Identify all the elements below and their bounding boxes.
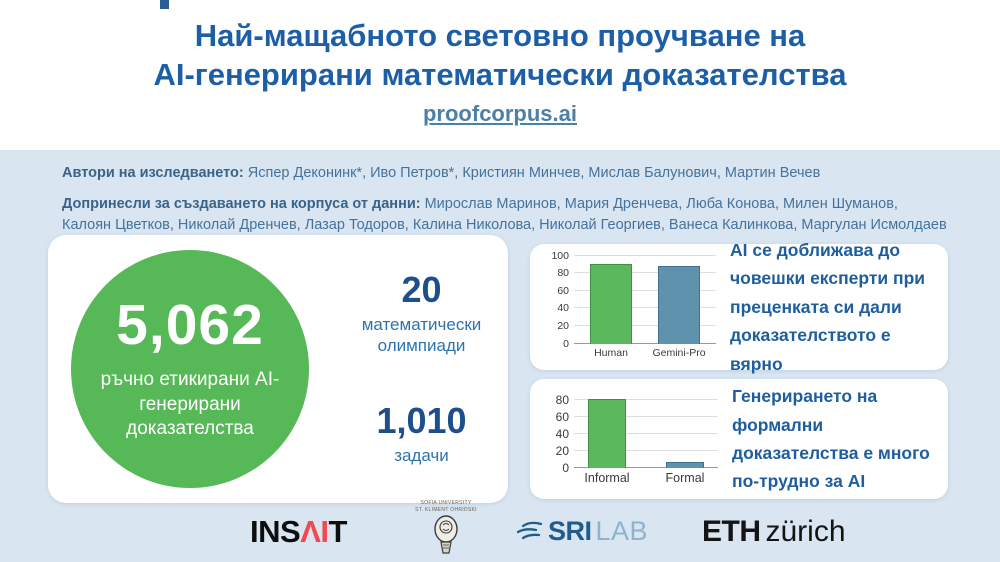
contributors-line: Допринесли за създаването на корпуса от … bbox=[62, 194, 950, 235]
eth-letters: ETH bbox=[702, 515, 761, 548]
bar-formal bbox=[666, 461, 704, 468]
authors-line: Автори на изследването: Яспер Деконинк*,… bbox=[62, 163, 950, 183]
bar-human bbox=[590, 264, 632, 344]
logos-row: INS ΛI T SOFIA UNIVERSITY ST. KLIMENT OHRI… bbox=[0, 500, 1000, 562]
bars-area bbox=[574, 256, 716, 344]
authors-block: Автори на изследването: Яспер Деконинк*,… bbox=[62, 163, 950, 246]
srilab-waves-icon bbox=[516, 521, 543, 539]
gridline bbox=[574, 324, 716, 326]
olympiads-label: математически олимпиади bbox=[361, 315, 482, 356]
srilab-lab: LAB bbox=[595, 516, 649, 546]
sofia-line-2: ST. KLIMENT OHRIDSKI bbox=[415, 506, 477, 513]
gridline bbox=[574, 449, 718, 451]
sofia-university-name: SOFIA UNIVERSITY ST. KLIMENT OHRIDSKI bbox=[415, 500, 477, 513]
srilab-logo: SRI LAB bbox=[516, 516, 648, 547]
decorative-square bbox=[160, 0, 169, 9]
title-line-1: Най-мащабното световно проучване на bbox=[194, 18, 806, 53]
bar-gemini-pro bbox=[658, 266, 700, 344]
bar-informal bbox=[588, 398, 626, 468]
bar-chart-informal-vs-formal: 0 20 40 60 80 Informal Formal bbox=[544, 393, 718, 485]
x-category-label: Human bbox=[594, 346, 628, 359]
authors-label: Автори на изследването: bbox=[62, 165, 244, 181]
authors-names: Яспер Деконинк*, Иво Петров*, Кристиян М… bbox=[243, 165, 821, 181]
gridline bbox=[574, 272, 716, 274]
stats-column: 20 математически олимпиади 1,010 задачи bbox=[343, 235, 500, 503]
gridline bbox=[574, 307, 716, 309]
y-tick-label: 20 bbox=[557, 319, 569, 332]
y-tick-label: 60 bbox=[555, 410, 569, 425]
proofs-count-label: ръчно етикирани AI-генерирани доказателс… bbox=[100, 368, 280, 440]
finding-text-evaluation: AI се доближава до човешки експерти при … bbox=[730, 240, 926, 374]
proofs-count-circle: 5,062 ръчно етикирани AI-генерирани дока… bbox=[71, 250, 309, 488]
contributors-names: Мирослав Маринов, Мария Дренчева, Люба К… bbox=[62, 196, 947, 233]
y-tick-label: 40 bbox=[557, 302, 569, 315]
x-category-label: Formal bbox=[665, 470, 705, 485]
problems-label: задачи bbox=[394, 445, 449, 465]
gridline bbox=[574, 432, 718, 434]
title-line-2: AI-генерирани математически доказателств… bbox=[153, 57, 847, 93]
gridline bbox=[574, 399, 718, 401]
x-axis-line bbox=[574, 342, 716, 344]
finding-card-evaluation: 0 20 40 60 80 100 Human Gemini-Pro AI се доближ… bbox=[530, 240, 948, 374]
y-tick-label: 100 bbox=[551, 249, 569, 262]
insait-ins: INS bbox=[250, 514, 301, 549]
y-tick-label: 20 bbox=[555, 443, 569, 458]
problems-stat: 1,010 задачи bbox=[376, 399, 467, 466]
proofs-count: 5,062 bbox=[116, 293, 264, 358]
y-tick-label: 0 bbox=[563, 337, 569, 350]
finding-text-formal: Генерирането на формални доказателства е… bbox=[732, 386, 930, 492]
header: Най-мащабното световно проучване на AI-г… bbox=[0, 0, 1000, 150]
proofcorpus-link[interactable]: proofcorpus.ai bbox=[422, 101, 577, 127]
insait-t: T bbox=[328, 514, 347, 549]
sofia-university-emblem bbox=[434, 515, 458, 554]
page-title: Най-мащабното световно проучване на AI-г… bbox=[30, 16, 970, 94]
y-tick-label: 80 bbox=[557, 267, 569, 280]
x-axis-line bbox=[574, 466, 718, 468]
stats-card: 5,062 ръчно етикирани AI-генерирани дока… bbox=[48, 235, 508, 503]
srilab-sri: SRI bbox=[548, 516, 592, 546]
contributors-label: Допринесли за създаването на корпуса от … bbox=[62, 196, 421, 213]
x-category-label: Informal bbox=[584, 470, 630, 485]
y-tick-label: 0 bbox=[562, 460, 569, 475]
gridline bbox=[574, 254, 716, 256]
eth-city: zürich bbox=[765, 515, 846, 548]
bar-chart-human-vs-gemini: 0 20 40 60 80 100 Human Gemini-Pro bbox=[544, 250, 716, 359]
bars-area bbox=[574, 394, 718, 468]
sofia-line-1: SOFIA UNIVERSITY bbox=[420, 500, 472, 506]
finding-card-formal: 0 20 40 60 80 Informal Formal Генерирането на … bbox=[530, 379, 948, 499]
olympiads-count: 20 bbox=[401, 269, 442, 311]
sofia-university-logo: SOFIA UNIVERSITY ST. KLIMENT OHRIDSKI bbox=[396, 500, 496, 555]
y-tick-label: 80 bbox=[555, 393, 569, 408]
x-category-label: Gemini-Pro bbox=[652, 346, 706, 359]
gridline bbox=[574, 289, 716, 291]
eth-zurich-logo: ETH zürich bbox=[702, 515, 846, 549]
gridline bbox=[574, 416, 718, 418]
y-tick-label: 60 bbox=[557, 284, 569, 297]
content-panel: Автори на изследването: Яспер Деконинк*,… bbox=[0, 150, 1000, 562]
insait-ai: ΛI bbox=[300, 514, 329, 549]
y-tick-label: 40 bbox=[555, 426, 569, 441]
insait-logo: INS ΛI T bbox=[250, 514, 347, 550]
problems-count: 1,010 bbox=[376, 399, 467, 441]
olympiads-stat: 20 математически олимпиади bbox=[347, 272, 497, 357]
